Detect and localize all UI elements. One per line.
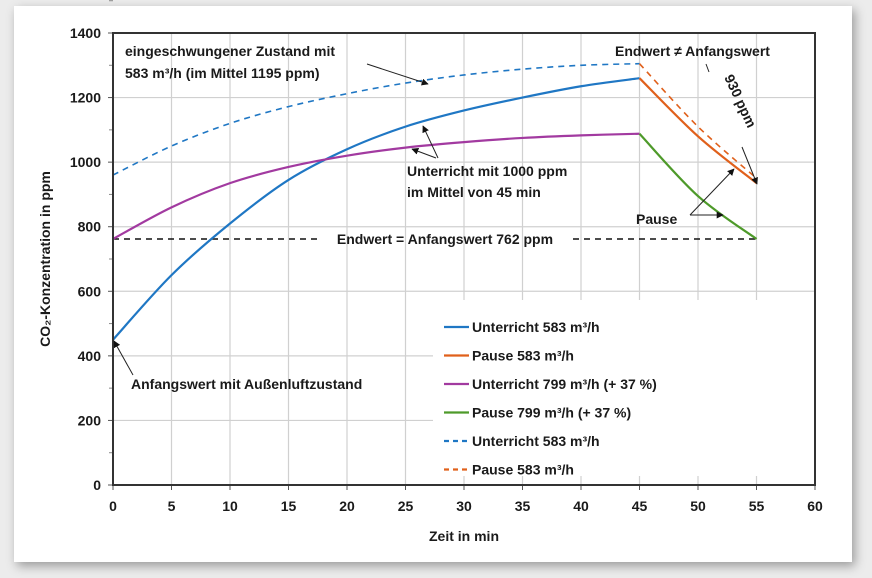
legend-box: [433, 300, 814, 476]
y-tick-label: 400: [78, 348, 102, 364]
series-line-3: [638, 132, 758, 240]
y-tick-label: 200: [78, 412, 102, 428]
plot-frame: [112, 32, 816, 486]
legend-label: Pause 799 m³/h (+ 37 %): [472, 405, 631, 421]
annotation-end-neq-start: Endwert ≠ Anfangswert: [615, 43, 770, 59]
series-line-2: [112, 132, 640, 240]
series-line-5: [638, 63, 758, 179]
legend-label: Pause 583 m³/h: [472, 348, 574, 364]
arrow-930-top: [705, 63, 710, 73]
y-tick-label: 600: [78, 283, 102, 299]
legend-label: Unterricht 583 m³/h: [472, 319, 600, 335]
annotation-930-ppm: 930 ppm: [721, 72, 760, 130]
arrow-lesson-blue: [422, 125, 439, 159]
x-tick-label: 5: [168, 498, 176, 514]
series-group: [112, 62, 758, 341]
legend-label: Unterricht 583 m³/h: [472, 433, 600, 449]
x-tick-label: 20: [339, 498, 355, 514]
x-tick-label: 30: [456, 498, 472, 514]
x-tick-label: 40: [573, 498, 589, 514]
series-line-1: [638, 77, 758, 184]
y-tick-label: 0: [93, 477, 101, 493]
x-tick-label: 0: [109, 498, 117, 514]
annotation-lesson-1: Unterricht mit 1000 ppm: [407, 163, 567, 179]
legend-label: Unterricht 799 m³/h (+ 37 %): [472, 376, 657, 392]
annotation-lesson-2: im Mittel von 45 min: [407, 184, 541, 200]
y-tick-label: 1200: [70, 90, 101, 106]
arrow-lesson-magenta: [411, 147, 437, 159]
x-tick-label: 50: [690, 498, 706, 514]
legend-label: Pause 583 m³/h: [472, 462, 574, 478]
annotation-pause: Pause: [636, 211, 677, 227]
arrow-start-value: [113, 340, 134, 376]
annotation-steady-state-1: eingeschwungener Zustand mit: [125, 43, 335, 59]
x-tick-label: 10: [222, 498, 238, 514]
y-axis-label: CO₂-Konzentration in ppm: [37, 171, 53, 347]
series-line-4: [112, 62, 640, 176]
annotation-arrows: [113, 63, 758, 376]
x-tick-label: 25: [398, 498, 414, 514]
y-tick-label: 1400: [70, 25, 101, 41]
legend: Unterricht 583 m³/h Pause 583 m³/h Unterri…: [444, 319, 657, 478]
arrow-pause-orange: [689, 168, 735, 216]
series-line-0: [112, 77, 640, 341]
x-tick-label: 55: [749, 498, 765, 514]
y-tick-label: 800: [78, 219, 102, 235]
x-tick-label: 60: [807, 498, 823, 514]
annotation-steady-state-2: 583 m³/h (im Mittel 1195 ppm): [125, 65, 320, 81]
tick-labels: 0 5 10 15 20 25 30 35 40 45 50 55 600200400600800100…: [70, 25, 823, 514]
x-tick-label: 45: [632, 498, 648, 514]
x-axis-label: Zeit in min: [429, 528, 499, 544]
annotation-start-value: Anfangswert mit Außenluftzustand: [131, 376, 362, 392]
x-tick-label: 35: [515, 498, 531, 514]
arrow-930-bottom: [741, 146, 758, 185]
arrow-steady-state: [366, 63, 429, 86]
annotation-reference: Endwert = Anfangswert 762 ppm: [337, 231, 553, 247]
y-tick-label: 1000: [70, 154, 101, 170]
x-tick-label: 15: [281, 498, 297, 514]
